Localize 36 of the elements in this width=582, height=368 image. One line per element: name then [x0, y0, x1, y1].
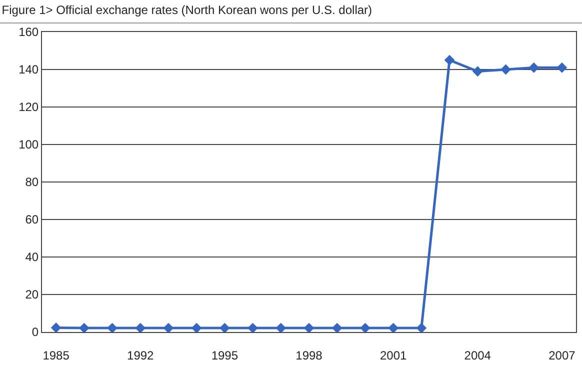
point [528, 62, 540, 73]
point [472, 66, 483, 77]
x-tick-label: 2004 [464, 348, 492, 362]
y-tick-label: 80 [25, 175, 39, 190]
point [304, 322, 314, 334]
y-tick-label: 0 [32, 325, 39, 340]
point [276, 322, 286, 334]
y-tick-label: 40 [25, 250, 39, 264]
point [107, 322, 118, 334]
x-tick-label: 1985 [42, 348, 70, 362]
x-tick-label: 1995 [211, 348, 238, 362]
point [416, 322, 427, 334]
y-tick-label: 120 [18, 100, 39, 114]
point [500, 64, 511, 75]
point [388, 322, 399, 334]
point [78, 322, 90, 334]
point [191, 322, 202, 334]
y-tick-label: 160 [18, 25, 39, 40]
x-tick-label: 2001 [380, 348, 407, 362]
y-tick-label: 140 [18, 62, 39, 77]
point [50, 322, 62, 333]
point [163, 322, 174, 334]
point [556, 62, 568, 73]
point [444, 54, 455, 66]
point [135, 322, 146, 334]
y-tick-label: 100 [18, 138, 39, 152]
x-tick-label: 1998 [296, 348, 323, 362]
point [332, 322, 342, 334]
x-tick-label: 2007 [548, 348, 576, 362]
point [248, 322, 258, 334]
chart-title: Figure 1> Official exchange rates (North Korean wons per U.S. dollar) [2, 2, 372, 17]
y-tick-label: 60 [25, 212, 39, 227]
x-tick-label: 1992 [127, 348, 154, 362]
point [360, 322, 370, 334]
y-tick-label: 20 [25, 288, 39, 302]
point [219, 322, 230, 334]
